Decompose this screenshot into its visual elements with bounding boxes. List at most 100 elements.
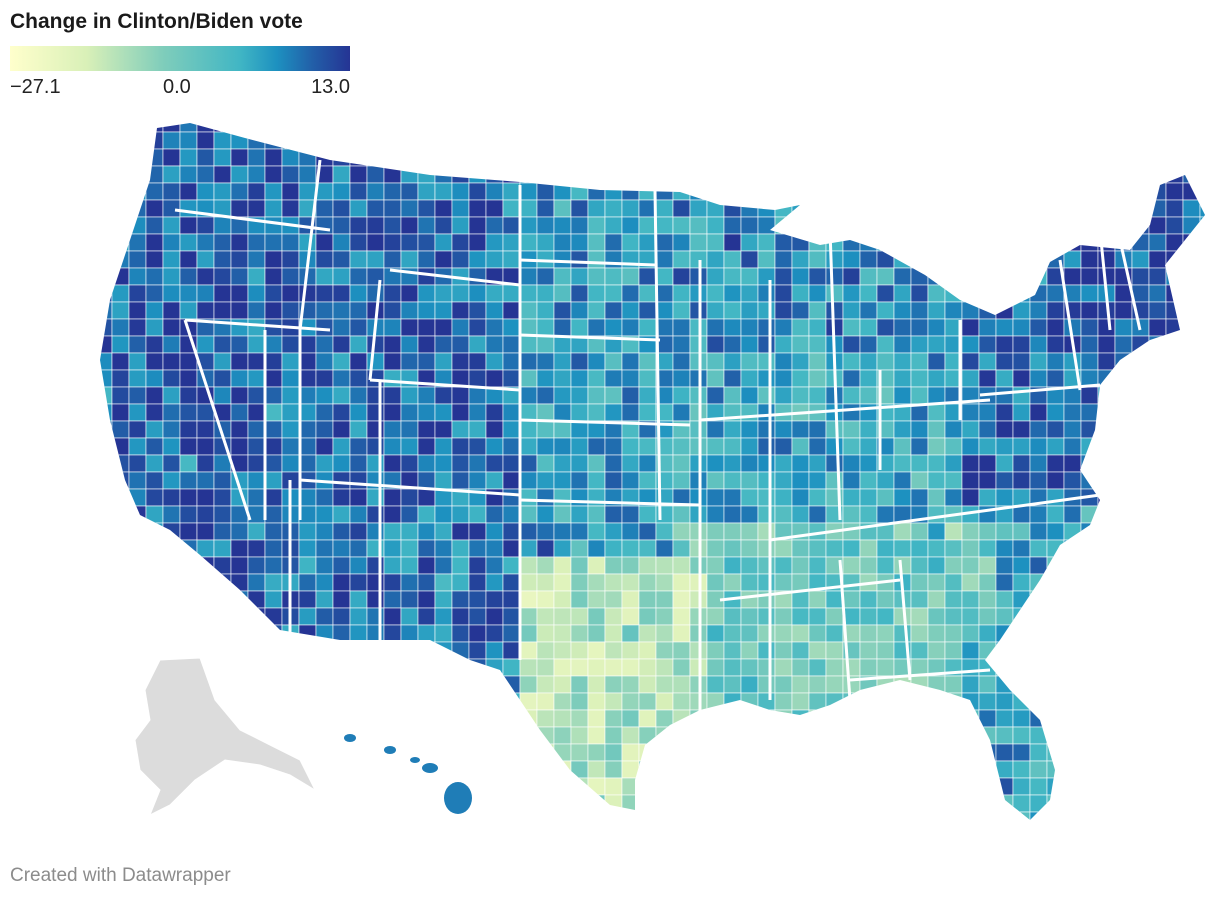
county-cell	[315, 692, 334, 711]
county-cell	[1012, 726, 1031, 745]
county-cell	[842, 182, 861, 201]
county-cell	[1182, 182, 1201, 201]
county-cell	[417, 539, 436, 558]
county-cell	[196, 284, 215, 303]
county-cell	[1148, 539, 1167, 558]
county-cell	[230, 301, 249, 320]
state-border-line	[699, 398, 991, 422]
county-cell	[706, 131, 725, 150]
county-cell	[1046, 182, 1065, 201]
county-cell	[570, 386, 589, 405]
county-cell	[536, 284, 555, 303]
county-cell	[332, 794, 351, 813]
county-cell	[100, 471, 113, 490]
county-cell	[1046, 539, 1065, 558]
state-border-line	[184, 318, 331, 332]
county-cell	[247, 437, 266, 456]
county-cell	[995, 369, 1014, 388]
county-cell	[740, 233, 759, 252]
county-cell	[1046, 488, 1065, 507]
county-cell	[128, 437, 147, 456]
county-cell	[791, 123, 810, 133]
county-cell	[1097, 590, 1116, 609]
county-cell	[621, 777, 640, 796]
county-cell	[400, 522, 419, 541]
county-cell	[944, 420, 963, 439]
county-cell	[1046, 437, 1065, 456]
county-cell	[367, 829, 384, 846]
county-cell	[332, 131, 351, 150]
county-cell	[111, 624, 130, 643]
county-cell	[468, 471, 487, 490]
county-cell	[1029, 692, 1048, 711]
county-cell	[1063, 641, 1082, 660]
county-cell	[876, 556, 895, 575]
county-cell	[179, 420, 198, 439]
county-cell	[469, 829, 486, 846]
county-cell	[1012, 607, 1031, 626]
county-cell	[774, 386, 793, 405]
county-cell	[298, 182, 317, 201]
county-cell	[128, 352, 147, 371]
county-cell	[1012, 573, 1031, 592]
county-cell	[298, 403, 317, 422]
county-cell	[570, 794, 589, 813]
county-cell	[655, 743, 674, 762]
county-cell	[519, 726, 538, 745]
county-cell	[1165, 301, 1184, 320]
county-cell	[264, 123, 283, 133]
county-cell	[536, 471, 555, 490]
legend-gradient-bar	[10, 46, 350, 71]
county-cell	[808, 692, 827, 711]
county-cell	[485, 590, 504, 609]
state-border-line	[838, 559, 852, 701]
county-cell	[128, 284, 147, 303]
county-cell	[519, 624, 538, 643]
county-cell	[1131, 437, 1150, 456]
county-cell	[995, 403, 1014, 422]
county-cell	[162, 488, 181, 507]
county-cell	[1131, 131, 1150, 150]
county-cell	[621, 471, 640, 490]
county-cell	[689, 148, 708, 167]
county-cell	[366, 182, 385, 201]
county-cell	[451, 318, 470, 337]
county-cell	[740, 301, 759, 320]
county-cell	[706, 471, 725, 490]
county-cell	[706, 658, 725, 677]
county-cell	[604, 131, 623, 150]
county-cell	[791, 539, 810, 558]
county-cell	[655, 301, 674, 320]
county-cell	[808, 658, 827, 677]
county-cell	[944, 182, 963, 201]
county-cell	[128, 709, 147, 728]
county-cell	[468, 522, 487, 541]
county-cell	[723, 216, 742, 235]
county-cell	[315, 454, 334, 473]
county-cell	[400, 420, 419, 439]
county-cell	[485, 743, 504, 762]
county-cell	[400, 624, 419, 643]
county-cell	[1115, 829, 1132, 846]
county-cell	[349, 505, 368, 524]
county-cell	[1131, 199, 1150, 218]
county-cell	[1148, 165, 1167, 184]
county-cell	[859, 165, 878, 184]
county-cell	[978, 182, 997, 201]
county-cell	[179, 505, 198, 524]
county-cell	[230, 794, 249, 813]
county-cell	[179, 250, 198, 269]
county-cell	[196, 182, 215, 201]
county-cell	[349, 284, 368, 303]
county-cell	[349, 182, 368, 201]
county-cell	[791, 233, 810, 252]
county-cell	[95, 829, 112, 846]
county-cell	[808, 182, 827, 201]
county-cell	[247, 539, 266, 558]
county-cell	[332, 641, 351, 660]
county-cell	[383, 301, 402, 320]
county-cell	[1182, 352, 1201, 371]
county-cell	[672, 658, 691, 677]
county-cell	[264, 267, 283, 286]
county-cell	[434, 437, 453, 456]
